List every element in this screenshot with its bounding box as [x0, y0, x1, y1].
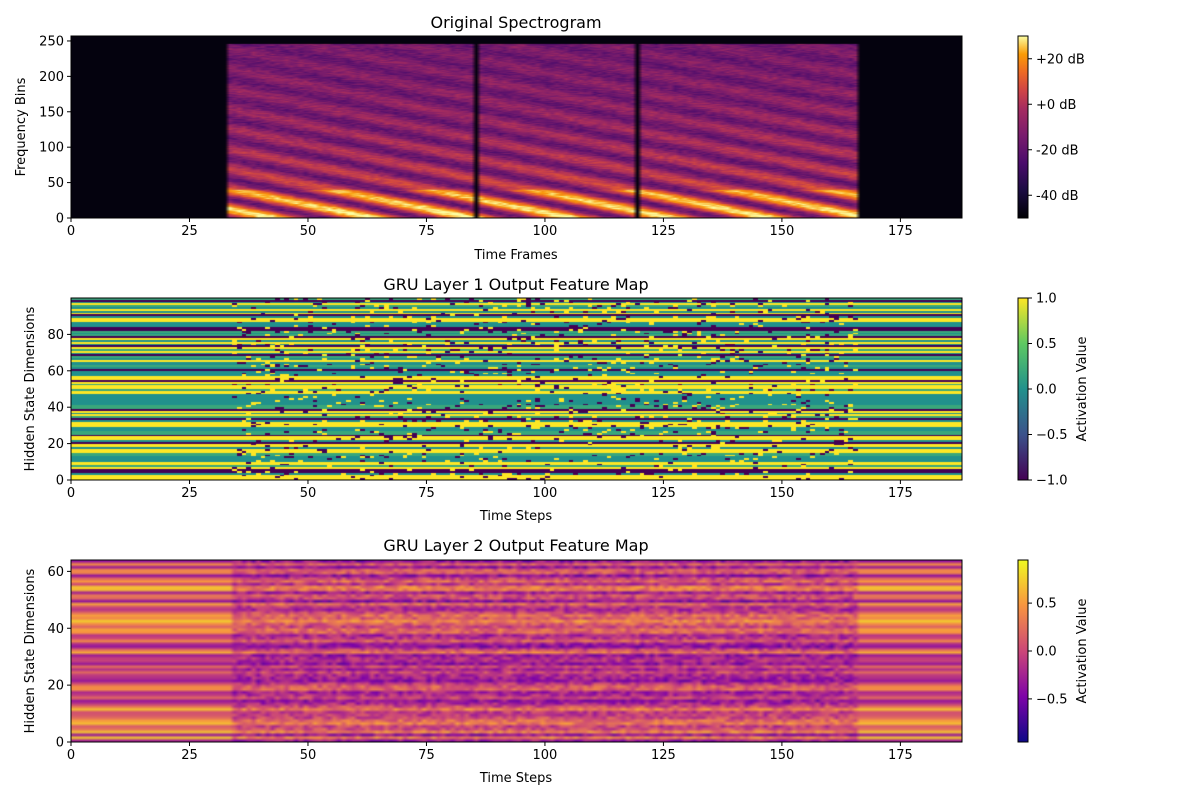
x-tick-label: 150: [769, 486, 794, 501]
y-ticks: 0 50 100 150 200 250: [39, 34, 71, 227]
colorbar-label: Activation Value: [1075, 599, 1090, 704]
plot-frame: [70, 559, 963, 743]
x-tick-label: 125: [651, 486, 676, 501]
x-tick-label: 0: [67, 486, 75, 501]
colorbar-tick-label: −0.5: [1036, 692, 1068, 707]
colorbar-tick-label: 0.5: [1036, 337, 1057, 352]
y-axis-label: Hidden State Dimensions: [23, 306, 38, 471]
colorbar-tick-label: 1.0: [1036, 292, 1057, 307]
x-tick-label: 50: [300, 486, 317, 501]
plot-frame: [70, 35, 963, 219]
chart-title: Original Spectrogram: [430, 13, 601, 32]
gru-layer-1-panel: GRU Layer 1 Output Feature Map 0 25 50 75 10…: [23, 275, 1090, 524]
colorbar-ticks: 0.5 0.0 −0.5: [1028, 597, 1068, 707]
x-ticks: 0 25 50 75 100 125 150 175: [67, 480, 913, 501]
x-tick-label: 75: [418, 486, 435, 501]
y-tick-label: 200: [39, 70, 64, 85]
y-ticks: 0 20 40 60 80: [47, 328, 71, 489]
x-tick-label: 25: [181, 486, 198, 501]
y-tick-label: 40: [47, 622, 64, 637]
colorbar-tick-label: 0.0: [1036, 645, 1057, 660]
x-tick-label: 125: [651, 748, 676, 763]
y-ticks: 0 20 40 60: [47, 565, 71, 751]
y-tick-label: 60: [47, 364, 64, 379]
y-axis-label: Hidden State Dimensions: [23, 568, 38, 733]
chart-title: GRU Layer 1 Output Feature Map: [383, 275, 648, 294]
plot-frame: [70, 297, 963, 481]
y-tick-label: 250: [39, 34, 64, 49]
x-tick-label: 25: [181, 224, 198, 239]
x-tick-label: 100: [533, 748, 558, 763]
colorbar-ticks: +20 dB +0 dB -20 dB -40 dB: [1028, 52, 1085, 204]
x-tick-label: 100: [533, 224, 558, 239]
colorbar-tick-label: -20 dB: [1036, 143, 1079, 158]
x-axis-label: Time Steps: [479, 509, 553, 524]
x-tick-label: 175: [888, 224, 913, 239]
x-tick-label: 0: [67, 224, 75, 239]
gru2-heatmap: [71, 560, 962, 742]
colorbar: [1018, 36, 1028, 218]
x-tick-label: 175: [888, 486, 913, 501]
y-tick-label: 150: [39, 105, 64, 120]
colorbar-ticks: 1.0 0.5 0.0 −0.5 −1.0: [1028, 292, 1068, 489]
chart-title: GRU Layer 2 Output Feature Map: [383, 536, 648, 555]
x-tick-label: 25: [181, 748, 198, 763]
x-ticks: 0 25 50 75 100 125 150 175: [67, 742, 913, 763]
y-tick-label: 0: [56, 736, 64, 751]
heatmap-canvas-wrap: [71, 36, 962, 218]
x-ticks: 0 25 50 75 100 125 150 175: [67, 218, 913, 239]
y-tick-label: 40: [47, 401, 64, 416]
x-tick-label: 150: [769, 224, 794, 239]
y-axis-label: Frequency Bins: [14, 77, 29, 176]
y-tick-label: 50: [47, 176, 64, 191]
x-axis-label: Time Steps: [479, 771, 553, 786]
x-tick-label: 75: [418, 748, 435, 763]
spectrogram-panel: Original Spectrogram 0 25 50 75 100 125 150 175…: [14, 13, 1085, 263]
y-tick-label: 20: [47, 679, 64, 694]
x-tick-label: 150: [769, 748, 794, 763]
colorbar-label: Activation Value: [1075, 337, 1090, 442]
colorbar-tick-label: +0 dB: [1036, 98, 1076, 113]
colorbar-tick-label: −1.0: [1036, 474, 1068, 489]
gru1-heatmap: [71, 298, 962, 480]
y-tick-label: 100: [39, 141, 64, 156]
colorbar: [1018, 560, 1028, 742]
colorbar-frame: [1017, 35, 1029, 219]
x-tick-label: 0: [67, 748, 75, 763]
colorbar-tick-label: -40 dB: [1036, 189, 1079, 204]
spectrogram-heatmap: [71, 36, 962, 218]
gru-layer-2-panel: GRU Layer 2 Output Feature Map 0 25 50 75 10…: [23, 536, 1090, 786]
x-tick-label: 50: [300, 224, 317, 239]
heatmap-canvas-wrap: [71, 298, 962, 480]
y-tick-label: 0: [56, 212, 64, 227]
x-tick-label: 125: [651, 224, 676, 239]
x-tick-label: 50: [300, 748, 317, 763]
colorbar-tick-label: 0.5: [1036, 597, 1057, 612]
colorbar-tick-label: −0.5: [1036, 428, 1068, 443]
colorbar: [1018, 298, 1028, 480]
heatmap-canvas-wrap: [71, 560, 962, 742]
y-tick-label: 80: [47, 328, 64, 343]
y-tick-label: 60: [47, 565, 64, 580]
x-tick-label: 175: [888, 748, 913, 763]
colorbar-tick-label: 0.0: [1036, 383, 1057, 398]
x-tick-label: 100: [533, 486, 558, 501]
x-axis-label: Time Frames: [473, 248, 557, 263]
colorbar-tick-label: +20 dB: [1036, 52, 1085, 67]
x-tick-label: 75: [418, 224, 435, 239]
y-tick-label: 0: [56, 474, 64, 489]
y-tick-label: 20: [47, 437, 64, 452]
